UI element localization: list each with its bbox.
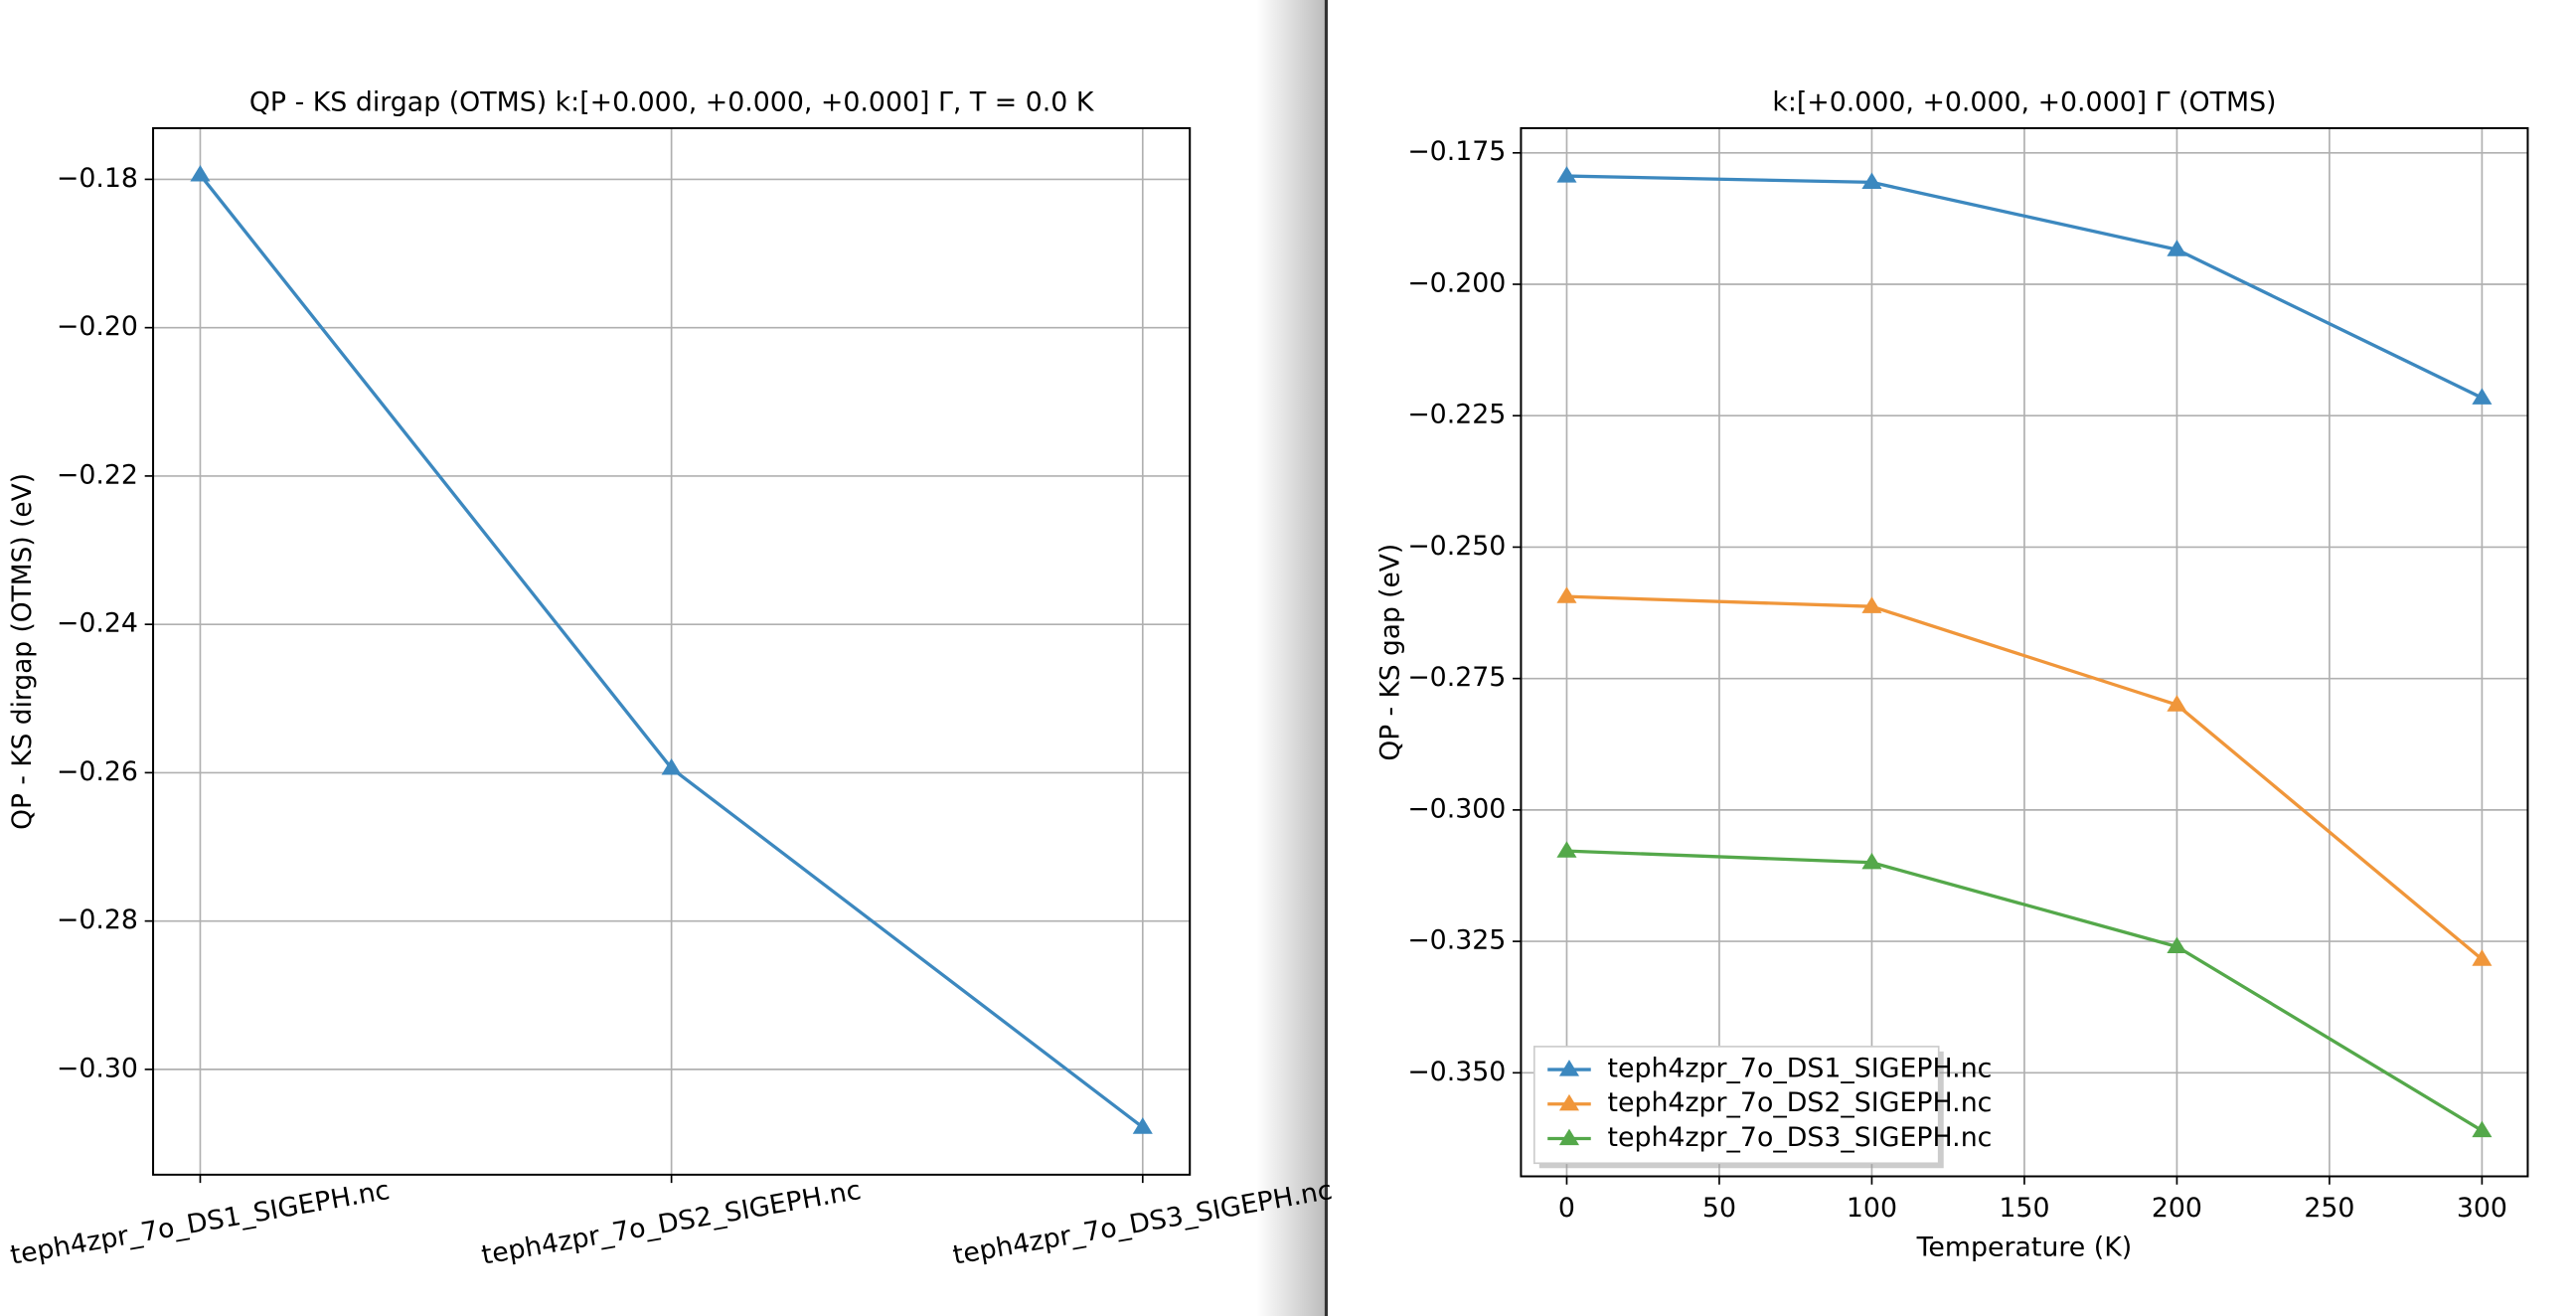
data-point xyxy=(1861,172,1882,190)
y-tick-label: −0.22 xyxy=(57,460,138,491)
data-point xyxy=(661,758,682,775)
legend-label: teph4zpr_7o_DS1_SIGEPH.nc xyxy=(1607,1054,1992,1084)
y-tick-label: −0.225 xyxy=(1407,400,1506,430)
data-line xyxy=(1566,174,2484,400)
data-point xyxy=(1556,166,1577,183)
legend-label: teph4zpr_7o_DS3_SIGEPH.nc xyxy=(1607,1122,1992,1153)
right-window xyxy=(1328,0,2576,1316)
y-tick-label: −0.18 xyxy=(57,163,138,194)
data-point xyxy=(1556,586,1577,603)
window-shadow xyxy=(1256,0,1325,1316)
data-line xyxy=(1566,849,2484,1132)
legend-label: teph4zpr_7o_DS2_SIGEPH.nc xyxy=(1607,1087,1992,1118)
y-tick-label: −0.275 xyxy=(1407,662,1506,693)
legend-marker xyxy=(1558,1128,1580,1146)
y-tick-label: −0.20 xyxy=(57,311,138,342)
data-point xyxy=(2167,936,2187,953)
y-tick-label: −0.30 xyxy=(57,1053,138,1083)
y-tick-label: −0.250 xyxy=(1407,531,1506,562)
x-tick-label: 150 xyxy=(1999,1193,2049,1224)
legend xyxy=(1532,1046,1940,1165)
data-point xyxy=(2167,695,2187,712)
plot-frame xyxy=(1520,126,2529,1178)
data-line xyxy=(1566,594,2484,961)
y-tick-label: −0.28 xyxy=(57,905,138,935)
y-tick-label: −0.300 xyxy=(1407,793,1506,824)
y-tick-label: −0.26 xyxy=(57,756,138,787)
data-point xyxy=(2472,1120,2493,1138)
legend-marker xyxy=(1558,1093,1580,1111)
data-point xyxy=(1556,841,1577,858)
data-point xyxy=(1861,852,1882,870)
x-tick-label: 50 xyxy=(1702,1193,1736,1224)
window-divider xyxy=(1324,0,1329,1316)
data-point xyxy=(190,165,211,182)
data-point xyxy=(1861,596,1882,613)
y-axis-label: QP - KS dirgap (OTMS) (eV) xyxy=(7,473,38,830)
data-point xyxy=(1132,1117,1153,1134)
legend-marker xyxy=(1558,1060,1580,1076)
x-axis-label: Temperature (K) xyxy=(1916,1233,2133,1263)
y-tick-label: −0.325 xyxy=(1407,925,1506,956)
data-point xyxy=(2472,388,2493,405)
data-point xyxy=(2167,240,2187,256)
x-tick-label: 100 xyxy=(1847,1193,1897,1224)
x-tick-label: 0 xyxy=(1558,1193,1575,1224)
y-tick-label: −0.350 xyxy=(1407,1057,1506,1087)
data-point xyxy=(2472,949,2493,966)
x-tick-label: 200 xyxy=(2152,1193,2202,1224)
chart-title: k:[+0.000, +0.000, +0.000] Γ (OTMS) xyxy=(1772,87,2276,118)
y-tick-label: −0.24 xyxy=(57,608,138,639)
y-axis-label: QP - KS gap (eV) xyxy=(1374,544,1405,761)
x-tick-label: 250 xyxy=(2304,1193,2354,1224)
chart-title: QP - KS dirgap (OTMS) k:[+0.000, +0.000,… xyxy=(249,87,1095,118)
x-tick-label: 300 xyxy=(2457,1193,2507,1224)
y-tick-label: −0.200 xyxy=(1407,268,1506,299)
y-tick-label: −0.175 xyxy=(1407,136,1506,167)
plot-frame xyxy=(152,126,1192,1176)
